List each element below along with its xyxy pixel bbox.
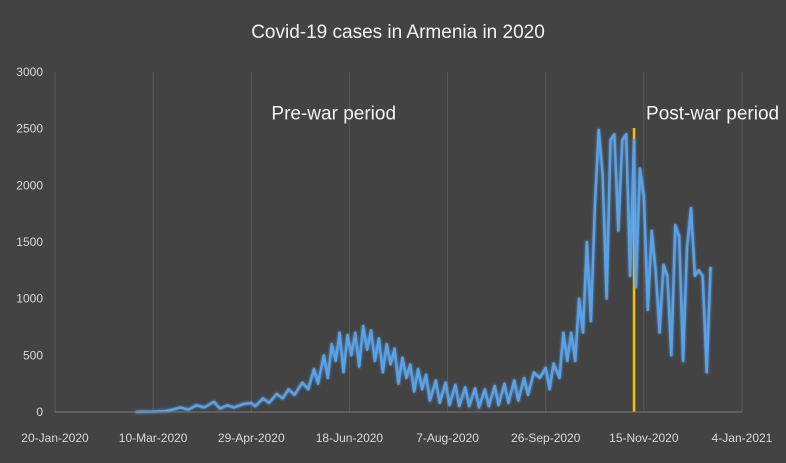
y-tick-label: 3000 [16,65,43,79]
y-tick-label: 1000 [16,292,43,306]
cases-series-line [136,130,711,412]
x-tick-label: 7-Aug-2020 [416,431,479,445]
period-annotation: Pre-war period [271,104,396,125]
y-tick-label: 0 [36,405,43,419]
x-tick-label: 20-Jan-2020 [21,431,89,445]
x-tick-label: 15-Nov-2020 [609,431,679,445]
x-tick-label: 18-Jun-2020 [316,431,384,445]
y-tick-label: 2500 [16,122,43,136]
x-tick-label: 4-Jan-2021 [712,431,773,445]
x-tick-label: 26-Sep-2020 [511,431,581,445]
period-annotation: Post-war period [646,104,779,125]
y-tick-label: 1500 [16,235,43,249]
x-tick-label: 29-Apr-2020 [218,431,285,445]
y-tick-label: 2000 [16,178,43,192]
y-tick-label: 500 [23,348,43,362]
chart-title: Covid-19 cases in Armenia in 2020 [251,22,545,43]
x-tick-label: 10-Mar-2020 [119,431,188,445]
